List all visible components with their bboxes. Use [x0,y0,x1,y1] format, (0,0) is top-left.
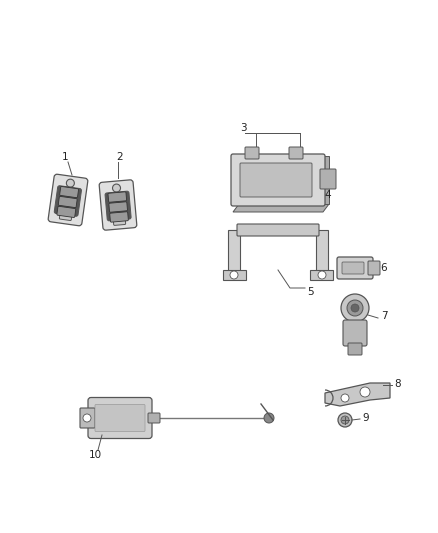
Circle shape [264,413,274,423]
FancyBboxPatch shape [231,154,325,206]
Circle shape [360,387,370,397]
FancyBboxPatch shape [95,405,145,432]
Polygon shape [233,204,329,212]
Polygon shape [323,156,329,204]
Text: 9: 9 [363,413,369,423]
Text: 6: 6 [381,263,387,273]
Circle shape [341,294,369,322]
Circle shape [230,271,238,279]
FancyBboxPatch shape [48,174,88,226]
Text: 2: 2 [117,152,124,162]
Polygon shape [310,270,333,280]
Text: 3: 3 [240,123,246,133]
FancyBboxPatch shape [60,187,78,198]
Circle shape [318,271,326,279]
Circle shape [338,413,352,427]
FancyBboxPatch shape [245,147,259,159]
FancyBboxPatch shape [368,261,380,275]
FancyBboxPatch shape [108,192,127,202]
Text: 7: 7 [381,311,387,321]
Text: 8: 8 [395,379,401,389]
Polygon shape [228,230,240,275]
Circle shape [83,414,91,422]
Circle shape [341,416,349,424]
FancyBboxPatch shape [54,185,81,216]
Polygon shape [325,383,390,406]
Text: 4: 4 [325,190,331,200]
FancyBboxPatch shape [110,212,128,222]
Polygon shape [223,270,246,280]
FancyBboxPatch shape [289,147,303,159]
FancyBboxPatch shape [99,180,137,230]
FancyBboxPatch shape [113,214,126,225]
FancyBboxPatch shape [343,320,367,346]
FancyBboxPatch shape [148,413,160,423]
FancyBboxPatch shape [342,262,364,274]
FancyBboxPatch shape [58,196,77,207]
Text: 10: 10 [88,450,102,460]
FancyBboxPatch shape [57,206,76,217]
Text: 1: 1 [62,152,68,162]
Circle shape [351,304,359,312]
FancyBboxPatch shape [237,224,319,236]
FancyBboxPatch shape [240,163,312,197]
FancyBboxPatch shape [337,257,373,279]
FancyBboxPatch shape [88,398,152,439]
FancyBboxPatch shape [60,209,72,221]
Text: 5: 5 [307,287,314,297]
Polygon shape [316,230,328,275]
FancyBboxPatch shape [80,408,95,428]
FancyBboxPatch shape [109,202,127,212]
Circle shape [67,179,74,187]
FancyBboxPatch shape [105,191,131,221]
Circle shape [341,394,349,402]
FancyBboxPatch shape [320,169,336,189]
FancyBboxPatch shape [348,343,362,355]
Circle shape [347,300,363,316]
Circle shape [113,184,120,192]
